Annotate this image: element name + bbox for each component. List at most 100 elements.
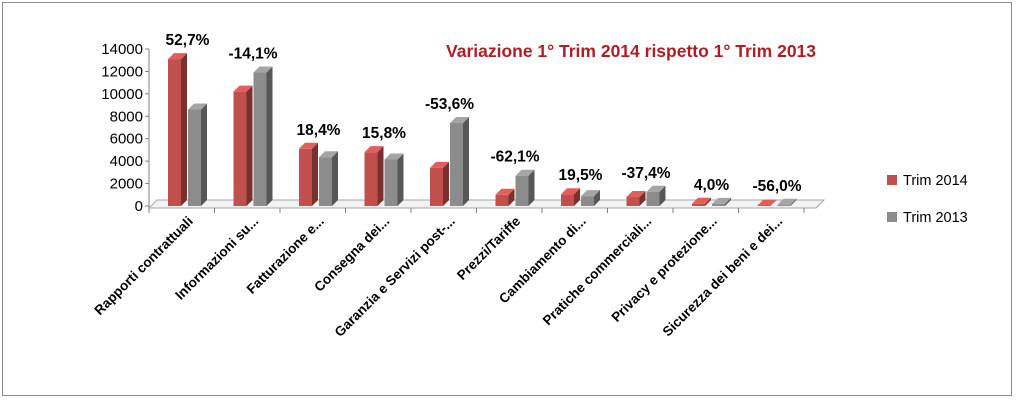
category-label-cat-4: Garanzia e Servizi post-... (332, 214, 458, 340)
bar-front (561, 194, 574, 206)
bar-top (581, 190, 600, 197)
change-label-cat-6: 19,5% (559, 167, 603, 184)
change-label-cat-3: 15,8% (362, 125, 406, 142)
bar-side (508, 188, 515, 206)
bars-layer (168, 53, 797, 206)
bar-side (594, 190, 600, 206)
chart-frame: Variazione 1° Trim 2014 rispetto 1° Trim… (2, 2, 1012, 396)
bar-side (574, 188, 580, 206)
category-label-cat-0: Rapporti contrattuali (91, 214, 195, 318)
bar-front (626, 197, 640, 206)
y-tick-label: 8000 (110, 108, 143, 125)
category-label-cat-5: Prezzi/Tariffe (454, 213, 524, 283)
bar-top (299, 142, 318, 149)
bar-top (253, 66, 273, 73)
bar-top (495, 188, 515, 195)
bar-front (692, 203, 705, 206)
change-label-cat-2: 18,4% (297, 122, 341, 139)
legend-item-trim-2013: Trim 2013 (887, 210, 968, 226)
y-tick-label: 10000 (101, 86, 143, 103)
bar-top (712, 197, 731, 204)
bar-trim-2014-cat-1 (233, 85, 253, 206)
bar-trim-2014-cat-6 (561, 188, 580, 206)
change-label-cat-9: -56,0% (752, 178, 801, 195)
bar-top (188, 103, 207, 110)
bar-side (725, 197, 731, 206)
bar-trim-2013-cat-7 (646, 185, 666, 206)
category-label-cat-9: Sicurezza dei beni e dei... (660, 214, 786, 340)
bar-chart: Variazione 1° Trim 2014 rispetto 1° Trim… (91, 32, 968, 340)
bar-trim-2013-cat-9 (777, 198, 797, 206)
bar-trim-2013-cat-0 (188, 103, 207, 206)
legend: Trim 2014 Trim 2013 (887, 173, 968, 226)
bar-front (757, 205, 771, 206)
bar-front (168, 59, 181, 206)
bar-trim-2013-cat-5 (515, 169, 535, 206)
bar-side (332, 151, 338, 206)
bar-side (705, 197, 711, 206)
bar-trim-2013-cat-3 (384, 153, 404, 206)
bar-top (450, 117, 469, 124)
bar-top (430, 161, 449, 168)
bar-side (266, 66, 273, 206)
y-tick-label: 0 (135, 198, 143, 215)
change-label-cat-0: 52,7% (166, 32, 210, 49)
category-label-cat-7: Pratiche commerciali... (540, 214, 655, 329)
bar-trim-2014-cat-7 (626, 191, 646, 206)
legend-swatch (887, 175, 897, 185)
y-tick-label: 6000 (110, 131, 143, 148)
y-tick-label: 4000 (110, 153, 143, 170)
bar-front (515, 175, 529, 206)
legend-item-trim-2014: Trim 2014 (887, 173, 968, 189)
legend-label: Trim 2013 (903, 210, 968, 226)
bar-trim-2013-cat-4 (450, 117, 469, 206)
bar-front (495, 194, 509, 206)
bar-top (561, 188, 580, 195)
change-label-cat-1: -14,1% (228, 46, 277, 63)
bar-front (450, 123, 463, 206)
bar-trim-2014-cat-2 (299, 142, 318, 206)
bar-top (384, 153, 404, 160)
bar-side (443, 161, 449, 206)
change-label-cat-8: 4,0% (694, 177, 730, 194)
bar-trim-2013-cat-1 (253, 66, 273, 206)
bar-side (201, 103, 207, 206)
bar-trim-2013-cat-6 (581, 190, 600, 206)
bar-side (639, 191, 646, 206)
bar-front (299, 148, 312, 206)
legend-label: Trim 2014 (903, 173, 968, 189)
change-label-cat-4: -53,6% (425, 96, 474, 113)
bar-front (233, 91, 247, 206)
bar-side (528, 169, 535, 206)
bar-side (659, 185, 666, 206)
change-label-cat-7: -37,4% (621, 165, 670, 182)
bar-top (692, 197, 711, 204)
bar-trim-2014-cat-5 (495, 188, 515, 206)
legend-swatch (887, 212, 897, 222)
bar-front (777, 204, 791, 206)
bar-side (790, 198, 797, 206)
bar-trim-2013-cat-8 (712, 197, 731, 206)
change-label-cat-5: -62,1% (490, 149, 539, 166)
y-tick-label: 2000 (110, 176, 143, 193)
bar-trim-2014-cat-3 (364, 146, 384, 206)
bar-front (319, 157, 332, 206)
bar-front (646, 191, 660, 206)
y-tick-label: 14000 (101, 41, 143, 58)
bar-side (377, 146, 384, 206)
y-tick-label: 12000 (101, 63, 143, 80)
bar-front (384, 159, 398, 206)
bar-top (515, 169, 535, 176)
bar-front (364, 152, 378, 206)
bar-trim-2014-cat-9 (757, 199, 777, 206)
bar-top (364, 146, 384, 153)
bar-top (233, 85, 253, 92)
bar-trim-2013-cat-2 (319, 151, 338, 206)
bar-front (253, 72, 267, 206)
bar-top (757, 199, 777, 206)
bar-side (246, 85, 253, 206)
chart-title: Variazione 1° Trim 2014 rispetto 1° Trim… (446, 41, 816, 61)
bar-front (712, 203, 725, 206)
bar-top (646, 185, 666, 192)
bar-top (168, 53, 187, 60)
